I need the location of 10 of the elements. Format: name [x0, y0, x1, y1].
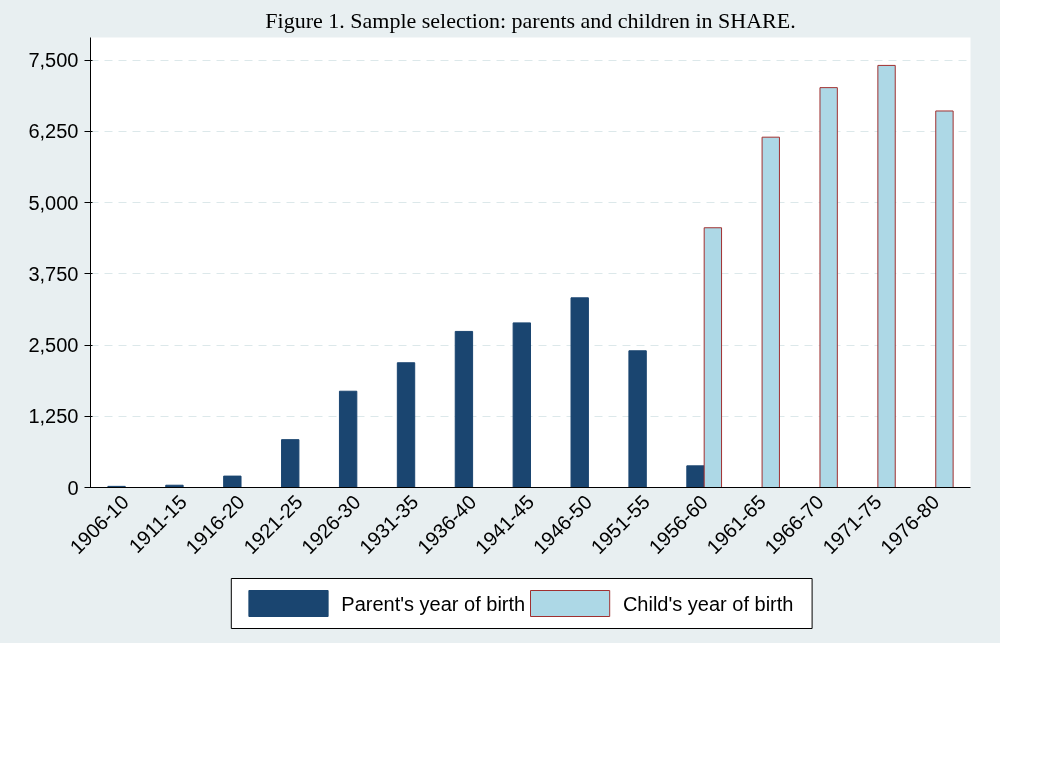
y-tick-label: 1,250: [28, 405, 79, 428]
chart-title: Figure 1. Sample selection: parents and children in SHARE.: [265, 7, 796, 33]
y-tick-label: 3,750: [28, 262, 79, 285]
y-tick-label: 7,500: [28, 49, 79, 72]
y-tick-label: 2,500: [28, 334, 79, 357]
legend-label: Parent's year of birth: [341, 592, 526, 615]
y-tick-label: 5,000: [28, 191, 79, 214]
y-tick-label: 0: [67, 476, 79, 499]
y-tick-label: 6,250: [28, 120, 79, 143]
legend-label: Child's year of birth: [622, 592, 794, 615]
